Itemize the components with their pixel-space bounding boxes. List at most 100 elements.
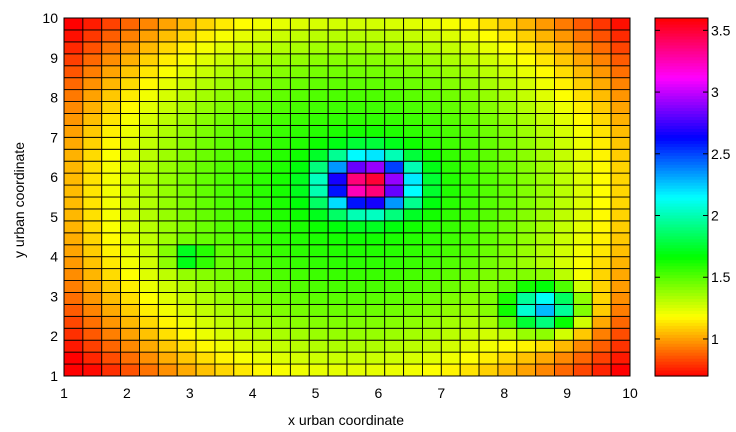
- heatmap-cell: [497, 65, 518, 79]
- colorbar-segment: [655, 47, 708, 52]
- heatmap-cell: [591, 17, 612, 31]
- heatmap-cell: [554, 196, 574, 210]
- colorbar-segment: [655, 167, 708, 171]
- heatmap-cell: [139, 77, 159, 91]
- heatmap-cell: [591, 220, 612, 234]
- heatmap-cell: [440, 65, 461, 79]
- colorbar-segment: [655, 325, 708, 329]
- heatmap-cell: [535, 208, 555, 222]
- colorbar-segment: [655, 41, 708, 46]
- heatmap-cell: [365, 148, 386, 162]
- heatmap-cell: [139, 160, 159, 174]
- heatmap-cell: [346, 268, 367, 281]
- heatmap-cell: [422, 363, 442, 377]
- heatmap-cell: [478, 136, 499, 150]
- heatmap-cell: [101, 148, 122, 162]
- colorbar-segment: [655, 158, 708, 162]
- heatmap-cell: [176, 29, 197, 43]
- heatmap-cell: [101, 363, 122, 377]
- heatmap-cell: [365, 124, 386, 138]
- heatmap-cell: [440, 315, 461, 329]
- heatmap-cell: [422, 351, 442, 365]
- heatmap-cell: [610, 65, 631, 79]
- heatmap-cell: [327, 220, 348, 234]
- heatmap-cell: [384, 89, 405, 102]
- heatmap-cell: [422, 17, 442, 31]
- heatmap-cell: [120, 53, 140, 67]
- heatmap-cell: [63, 292, 84, 305]
- heatmap-cell: [327, 17, 348, 31]
- heatmap-cell: [591, 303, 612, 317]
- heatmap-cell: [327, 244, 348, 258]
- heatmap-cell: [478, 232, 499, 246]
- heatmap-cell: [120, 136, 140, 150]
- heatmap-cell: [327, 136, 348, 150]
- heatmap-cell: [139, 196, 159, 210]
- heatmap-cell: [120, 196, 140, 210]
- colorbar-segment: [655, 74, 708, 79]
- heatmap-cell: [120, 256, 140, 270]
- colorbar-segment: [655, 298, 708, 303]
- heatmap-cell: [535, 17, 555, 31]
- colorbar-segment: [655, 274, 708, 279]
- heatmap-cell: [271, 280, 291, 293]
- heatmap-cell: [289, 339, 310, 353]
- heatmap-cell: [384, 339, 405, 353]
- heatmap-cell: [422, 303, 442, 317]
- heatmap-cell: [572, 65, 593, 79]
- colorbar-segment: [655, 149, 708, 153]
- heatmap-cell: [516, 148, 537, 162]
- heatmap-cell: [554, 315, 574, 329]
- heatmap-cell: [440, 351, 461, 365]
- heatmap-cell: [176, 303, 197, 317]
- heatmap-cell: [120, 232, 140, 246]
- heatmap-cell: [365, 268, 386, 281]
- colorbar-segment: [655, 307, 708, 311]
- heatmap-cell: [101, 208, 122, 222]
- heatmap-cell: [82, 113, 103, 126]
- heatmap-cell: [459, 208, 480, 222]
- heatmap-cell: [214, 363, 235, 377]
- heatmap-cell: [139, 172, 159, 186]
- heatmap-cell: [101, 232, 122, 246]
- colorbar-segment: [655, 143, 708, 147]
- heatmap-cell: [554, 160, 574, 174]
- heatmap-cell: [252, 29, 272, 43]
- colorbar-segment: [655, 253, 708, 258]
- heatmap-cell: [195, 196, 216, 210]
- colorbar-segment: [655, 322, 708, 326]
- heatmap-cell: [63, 136, 84, 150]
- heatmap-cell: [214, 101, 235, 114]
- heatmap-cell: [610, 327, 631, 341]
- colorbar-segment: [655, 277, 708, 282]
- heatmap-cell: [440, 53, 461, 67]
- heatmap-cell: [176, 280, 197, 293]
- heatmap-cell: [497, 148, 518, 162]
- heatmap-cell: [176, 220, 197, 234]
- heatmap-cell: [195, 315, 216, 329]
- colorbar-segment: [655, 223, 708, 228]
- heatmap-cell: [440, 172, 461, 186]
- heatmap-cell: [365, 339, 386, 353]
- heatmap-cell: [554, 41, 574, 55]
- colorbar-tick-label: 3.5: [711, 22, 731, 38]
- heatmap-cell: [478, 124, 499, 138]
- heatmap-cell: [214, 113, 235, 126]
- heatmap-cell: [572, 220, 593, 234]
- heatmap-cell: [82, 53, 103, 67]
- heatmap-cell: [327, 53, 348, 67]
- heatmap-cell: [610, 160, 631, 174]
- heatmap-cell: [289, 17, 310, 31]
- heatmap-cell: [63, 339, 84, 353]
- heatmap-cell: [214, 256, 235, 270]
- heatmap-cell: [327, 232, 348, 246]
- heatmap-cell: [497, 327, 518, 341]
- heatmap-cell: [289, 148, 310, 162]
- heatmap-cell: [346, 101, 367, 114]
- heatmap-cell: [289, 292, 310, 305]
- heatmap-cell: [233, 303, 254, 317]
- heatmap-cell: [157, 172, 178, 186]
- heatmap-cell: [82, 280, 103, 293]
- colorbar-segment: [655, 185, 708, 189]
- heatmap-cell: [572, 184, 593, 198]
